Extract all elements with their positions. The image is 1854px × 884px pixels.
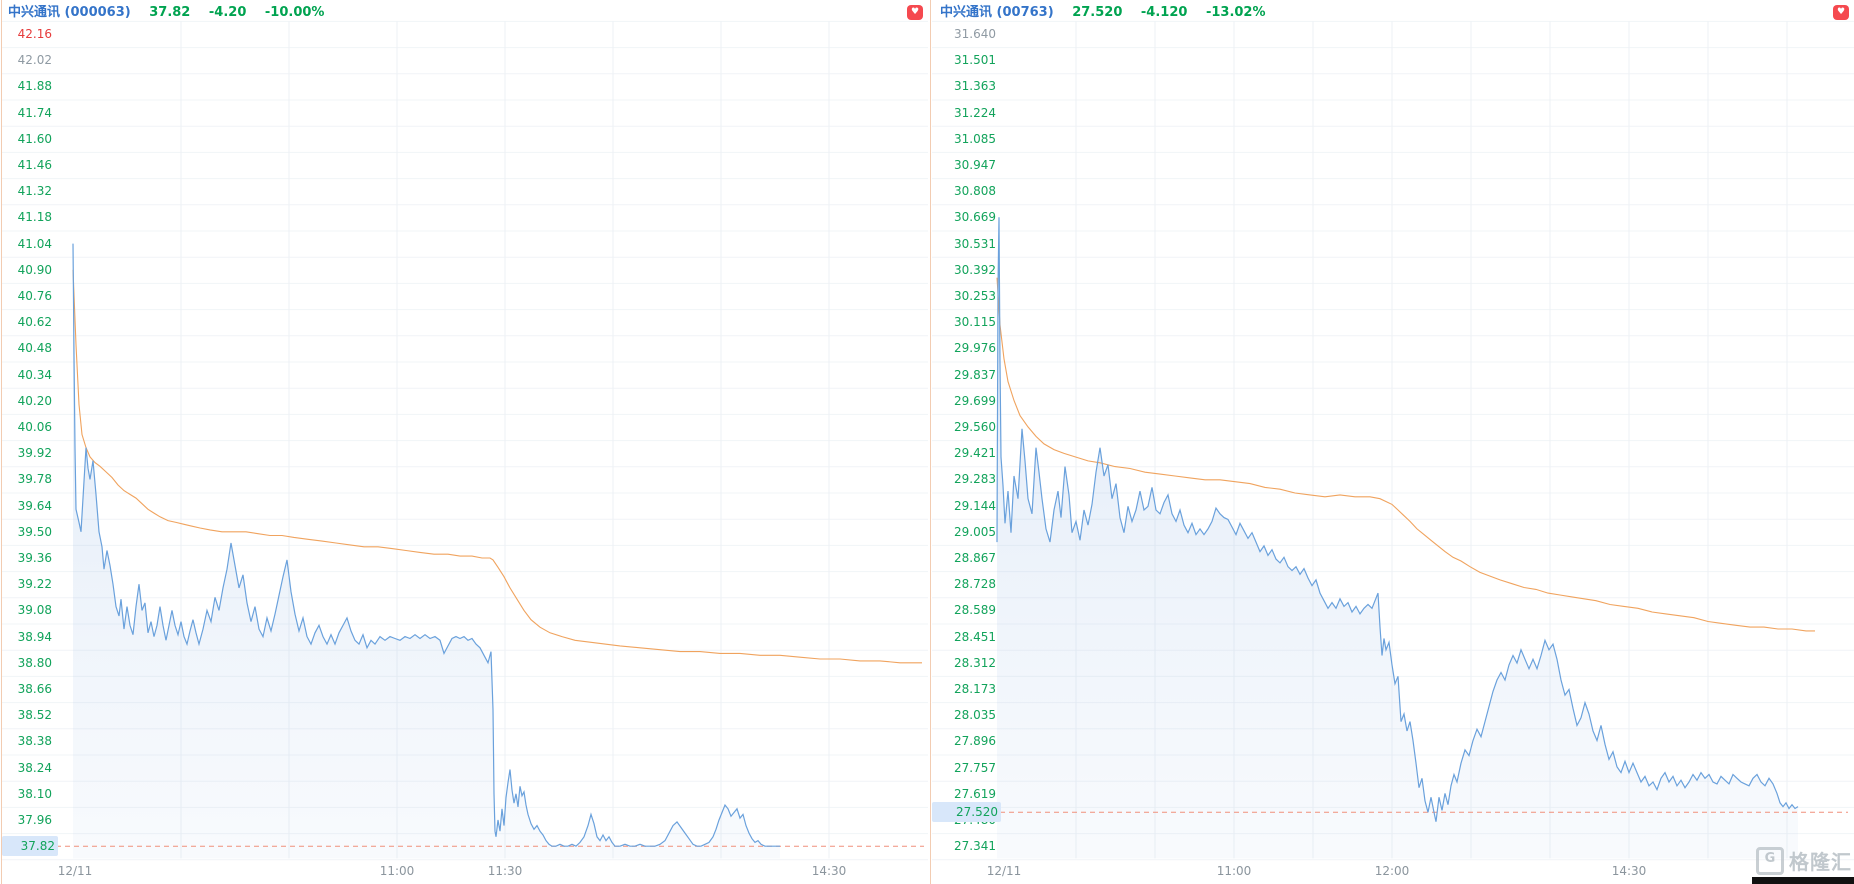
y-axis-label: 39.36: [17, 551, 52, 565]
y-axis-label: 30.115: [954, 315, 996, 330]
y-axis-label: 40.62: [17, 315, 52, 330]
y-axis-label: 29.005: [954, 524, 996, 539]
bottom-corner-bar: [1752, 877, 1854, 884]
time-axis-label: 12/11: [986, 864, 1022, 878]
y-axis-label: 30.531: [954, 236, 996, 251]
y-axis-label: 28.451: [954, 629, 996, 644]
y-axis-label: 39.92: [17, 446, 52, 461]
y-axis-label: 30.808: [954, 184, 996, 199]
gelonghui-logo-icon: G: [1756, 846, 1784, 875]
left-frame-border: [1, 0, 2, 884]
y-axis-label: 27.896: [954, 734, 996, 749]
y-axis-label: 41.04: [17, 236, 52, 251]
y-axis-label: 41.88: [17, 79, 52, 94]
price-change: -4.120: [1140, 5, 1188, 20]
y-axis-label: 41.32: [17, 184, 52, 199]
y-axis-label: 28.312: [954, 655, 996, 670]
y-axis-label: 29.144: [954, 498, 996, 513]
price-change-pct: -13.02%: [1205, 5, 1266, 20]
y-axis-label: 29.837: [954, 367, 996, 382]
y-axis-label: 42.02: [17, 53, 52, 68]
last-price: 37.82: [149, 5, 191, 20]
y-axis-label: 30.253: [954, 289, 996, 303]
y-axis-label: 40.20: [17, 393, 52, 408]
y-axis-label: 38.80: [17, 655, 52, 670]
y-axis-label: 40.06: [17, 420, 52, 434]
time-axis-label: 11:00: [1216, 864, 1252, 878]
price-change: -4.20: [208, 5, 247, 20]
current-price-tag: 27.520: [932, 802, 1001, 823]
price-change-pct: -10.00%: [264, 5, 325, 20]
y-axis-label: 30.669: [954, 210, 996, 225]
y-axis-label: 39.50: [17, 524, 52, 539]
y-axis-label: 39.78: [17, 472, 52, 487]
y-axis-label: 27.757: [954, 760, 996, 775]
y-axis-label: 31.363: [954, 79, 996, 94]
y-axis-label: 29.976: [954, 341, 996, 356]
y-axis-label: 29.421: [954, 446, 996, 461]
y-axis-label: 40.48: [17, 341, 52, 356]
y-axis-label: 39.22: [17, 577, 52, 592]
y-axis-label: 27.341: [954, 839, 996, 854]
y-axis-label: 39.08: [17, 603, 52, 618]
y-axis-label: 39.64: [17, 498, 52, 513]
y-axis-label: 30.392: [954, 262, 996, 277]
last-price: 27.520: [1072, 5, 1123, 20]
a-share-header: 中兴通讯 (000063) 37.82 -4.20 -10.00%: [8, 4, 338, 22]
y-axis-label: 29.283: [954, 472, 996, 487]
gelonghui-watermark: G 格隆汇: [1756, 846, 1852, 875]
y-axis-label: 28.867: [954, 551, 996, 565]
y-axis-label: 27.619: [954, 786, 996, 801]
y-axis-label: 28.728: [954, 577, 996, 592]
stock-name: 中兴通讯: [8, 5, 61, 20]
y-axis-label: 29.560: [954, 420, 996, 434]
y-axis-label: 38.66: [17, 682, 52, 696]
y-axis-label: 41.18: [17, 210, 52, 225]
stock-code: (00763): [996, 5, 1054, 20]
series-lines: [56, 217, 1848, 859]
time-axis-label: 11:00: [379, 864, 415, 878]
time-axis-label: 11:30: [487, 864, 523, 878]
y-axis-label: 41.60: [17, 131, 52, 146]
y-axis-label: 31.224: [954, 105, 996, 120]
stock-code: (000063): [64, 5, 131, 20]
y-axis-label: 40.34: [17, 367, 52, 382]
time-axis-label: 14:30: [1611, 864, 1647, 878]
y-axis-label: 31.085: [954, 131, 996, 146]
y-axis-label: 30.947: [954, 158, 996, 172]
y-axis-label: 38.10: [17, 786, 52, 801]
y-axis-label: 40.90: [17, 262, 52, 277]
y-axis-label: 38.24: [17, 760, 52, 775]
y-axis-label: 28.173: [954, 682, 996, 696]
h-share-header: 中兴通讯 (00763) 27.520 -4.120 -13.02%: [940, 4, 1280, 22]
y-axis-label: 37.96: [17, 813, 52, 827]
y-axis-label: 28.589: [954, 603, 996, 618]
y-axis-label: 40.76: [17, 289, 52, 303]
time-axis-label: 12/11: [57, 864, 93, 878]
y-axis-label: 41.74: [17, 105, 52, 120]
pane-divider: [930, 0, 931, 884]
y-axis-label: 38.94: [17, 629, 52, 644]
y-axis-label: 31.501: [954, 53, 996, 68]
y-axis-label: 41.46: [17, 158, 52, 172]
y-axis-label: 28.035: [954, 708, 996, 723]
y-axis-label: 31.640: [954, 27, 996, 41]
current-price-tag: 37.82: [2, 836, 58, 857]
y-axis-label: 38.52: [17, 708, 52, 723]
favorite-heart-icon[interactable]: ♥: [1833, 5, 1849, 20]
watermark-text: 格隆汇: [1789, 850, 1852, 874]
stock-name: 中兴通讯: [940, 5, 993, 20]
time-axis-label: 14:30: [811, 864, 847, 878]
y-axis-label: 38.38: [17, 734, 52, 749]
y-axis-label: 29.699: [954, 393, 996, 408]
time-axis-label: 12:00: [1374, 864, 1410, 878]
favorite-heart-icon[interactable]: ♥: [907, 5, 923, 20]
y-axis-label: 42.16: [17, 27, 52, 41]
